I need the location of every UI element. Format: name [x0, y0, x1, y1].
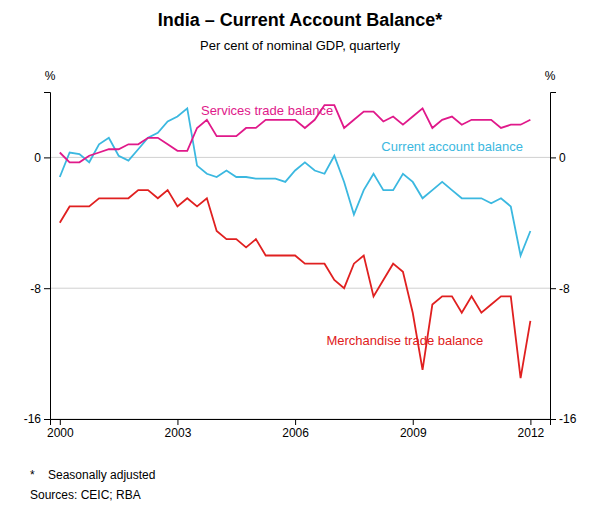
y-axis: -16 -8 0 [24, 93, 51, 427]
y2-axis-tick: 0 [550, 151, 566, 165]
footnote: * Seasonally adjusted [30, 468, 155, 482]
y-axis-tick-label: 0 [34, 151, 41, 165]
x-axis-tick-label: 2009 [400, 426, 427, 440]
grid [50, 157, 550, 419]
line [60, 190, 531, 378]
y2-axis-tick-label: -16 [559, 412, 577, 426]
x-axis-tick-label: 2006 [282, 426, 309, 440]
y2-axis-line [551, 93, 557, 420]
y2-axis-tick: -8 [550, 282, 570, 296]
y2-axis-tick-label: 0 [559, 151, 566, 165]
y2-axis: -16 -8 0 [550, 93, 577, 427]
y2-axis-title: % [545, 69, 556, 83]
plot: 2000 2003 2006 2009 2012 -16 -8 0 -16 -8 0%% Servic… [24, 69, 577, 440]
x-axis-tick: 2009 [400, 419, 427, 440]
y-axis-tick: -8 [30, 282, 50, 296]
series-group [60, 105, 531, 378]
x-axis-line [51, 420, 551, 426]
line [60, 108, 531, 255]
x-axis-tick-mark [530, 419, 531, 425]
y-axis-tick-label: -8 [30, 282, 41, 296]
chart: India – Current Account Balance* Per cent… [0, 0, 600, 519]
y2-axis-tick-mark [550, 288, 556, 289]
y2-axis-tick-mark [550, 157, 556, 158]
x-axis-tick: 2006 [282, 419, 309, 440]
x-axis-tick-label: 2000 [47, 426, 74, 440]
grid-line [50, 288, 550, 289]
y2-axis-tick: -16 [550, 412, 577, 426]
x-axis: 2000 2003 2006 2009 2012 [47, 419, 551, 440]
x-axis-tick: 2000 [47, 419, 74, 440]
y-axis-tick: 0 [34, 151, 50, 165]
x-axis-tick-mark [413, 419, 414, 425]
y-axis-line [44, 93, 51, 420]
annotation: Services trade balance [201, 103, 333, 118]
x-axis-tick-label: 2012 [518, 426, 545, 440]
x-axis-tick-mark [295, 419, 296, 425]
x-axis-tick-label: 2003 [165, 426, 192, 440]
annotation: Current account balance [381, 139, 523, 154]
grid-line [50, 157, 550, 158]
footnote: Sources: CEIC; RBA [30, 488, 141, 502]
y2-axis-tick-mark [550, 419, 556, 420]
x-axis-tick: 2003 [165, 419, 192, 440]
annotations: Services trade balance Current account ba… [201, 103, 523, 349]
y-axis-tick-label: -16 [24, 412, 42, 426]
annotation: Merchandise trade balance [326, 333, 483, 348]
y-axis-tick-mark [44, 419, 50, 420]
y-axis-tick: -16 [24, 412, 50, 426]
subtitle: Per cent of nominal GDP, quarterly [200, 38, 400, 53]
y2-axis-tick-label: -8 [559, 282, 570, 296]
title: India – Current Account Balance* [158, 10, 442, 30]
x-axis-tick: 2012 [518, 419, 545, 440]
x-axis-tick-mark [177, 419, 178, 425]
y-axis-tick-mark [44, 157, 50, 158]
y-axis-title: % [45, 69, 56, 83]
x-axis-tick-mark [60, 419, 61, 425]
y-axis-tick-mark [44, 288, 50, 289]
